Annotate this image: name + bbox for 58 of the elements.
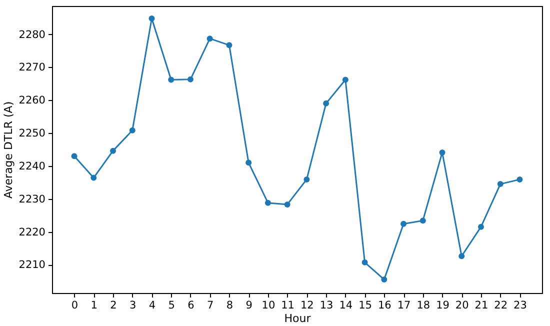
point bbox=[497, 181, 504, 188]
y-tick-label: 2270 bbox=[18, 62, 46, 74]
point bbox=[129, 127, 136, 134]
y-tick-label: 2260 bbox=[18, 94, 46, 107]
x-tick-label: 19 bbox=[436, 300, 450, 312]
x-tick-label: 14 bbox=[339, 300, 353, 312]
point bbox=[342, 76, 348, 83]
point bbox=[362, 259, 368, 266]
x-tick-label: 23 bbox=[514, 300, 527, 312]
point bbox=[420, 218, 426, 224]
point bbox=[246, 160, 252, 166]
y-tick-label: 2250 bbox=[18, 128, 46, 140]
point bbox=[206, 36, 213, 42]
point bbox=[148, 16, 155, 22]
point bbox=[284, 201, 290, 208]
point bbox=[400, 220, 407, 227]
x-tick-label: 15 bbox=[358, 300, 372, 312]
x-tick-label: 8 bbox=[226, 300, 234, 312]
x-tick-label: 5 bbox=[168, 300, 175, 312]
x-tick-label: 21 bbox=[474, 300, 488, 312]
point bbox=[264, 200, 271, 206]
point bbox=[304, 176, 310, 182]
point bbox=[381, 276, 388, 282]
x-tick-label: 2 bbox=[110, 300, 117, 312]
point bbox=[71, 153, 78, 160]
x-tick-label: 9 bbox=[246, 300, 252, 312]
x-tick-label: 12 bbox=[300, 300, 314, 312]
y-tick-label: 2240 bbox=[18, 160, 46, 172]
x-tick-label: 3 bbox=[130, 300, 136, 312]
point bbox=[110, 148, 116, 154]
point bbox=[458, 253, 465, 260]
x-tick-label: 0 bbox=[71, 300, 78, 312]
x-tick-label: 20 bbox=[455, 300, 469, 312]
x-tick-label: 6 bbox=[188, 300, 195, 312]
x-tick-label: 11 bbox=[281, 300, 295, 312]
x-tick-label: 7 bbox=[207, 300, 214, 312]
x-tick-label: 1 bbox=[90, 300, 98, 312]
point bbox=[439, 149, 446, 156]
x-tick-label: 22 bbox=[494, 300, 508, 312]
point bbox=[187, 76, 194, 82]
point bbox=[90, 174, 97, 181]
y-axis-title: Average DTLR (A) bbox=[2, 101, 15, 199]
x-tick-label: 17 bbox=[397, 300, 411, 312]
point bbox=[516, 176, 523, 182]
y-tick-label: 2280 bbox=[18, 28, 46, 41]
x-axis-title: Hour bbox=[284, 312, 312, 325]
point bbox=[478, 224, 484, 230]
point bbox=[168, 76, 174, 83]
x-tick-label: 18 bbox=[416, 300, 430, 312]
x-tick-label: 16 bbox=[378, 300, 392, 312]
y-tick-label: 2220 bbox=[18, 226, 46, 238]
x-tick-label: 10 bbox=[262, 300, 276, 312]
y-tick-label: 2210 bbox=[18, 259, 46, 272]
y-tick-label: 2230 bbox=[18, 193, 46, 206]
x-tick-label: 13 bbox=[320, 300, 334, 312]
point bbox=[323, 100, 330, 106]
point bbox=[226, 42, 232, 48]
x-tick-label: 4 bbox=[148, 300, 156, 312]
